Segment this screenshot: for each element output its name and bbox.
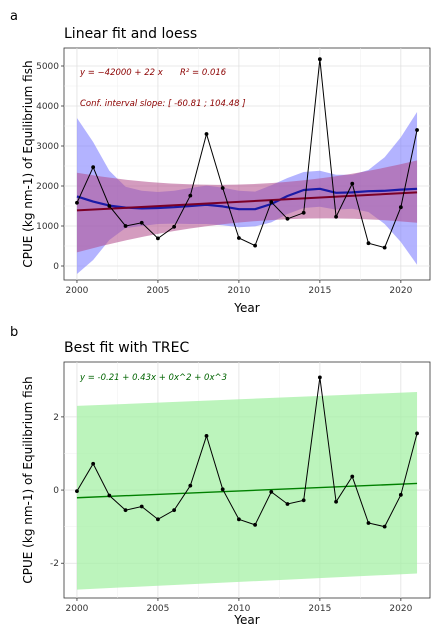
observed-point bbox=[382, 245, 387, 250]
y-tick-label: 3000 bbox=[36, 142, 59, 152]
y-tick-label: 2000 bbox=[36, 182, 59, 192]
observed-point bbox=[156, 517, 160, 522]
y-tick-label: 5000 bbox=[36, 62, 59, 72]
observed-point bbox=[382, 524, 387, 529]
observed-point bbox=[366, 241, 371, 246]
observed-point bbox=[253, 243, 257, 248]
y-tick-label: 2 bbox=[53, 413, 59, 423]
observed-point bbox=[172, 508, 177, 513]
linear-fit-line bbox=[76, 191, 418, 212]
y-tick-label: 0 bbox=[53, 486, 59, 496]
observed-point bbox=[269, 489, 274, 494]
y-tick-label: -2 bbox=[50, 559, 59, 569]
observed-point bbox=[188, 193, 193, 198]
x-tick-label: 2015 bbox=[308, 286, 331, 296]
observed-series-line bbox=[76, 59, 418, 249]
panel-b-fit-lines bbox=[76, 482, 418, 499]
observed-point bbox=[301, 210, 306, 215]
y-tick-label: 1000 bbox=[36, 222, 59, 232]
observed-point bbox=[204, 132, 209, 136]
observed-point bbox=[253, 522, 257, 527]
x-tick-label: 2020 bbox=[389, 286, 412, 296]
observed-point bbox=[188, 483, 193, 488]
observed-point bbox=[75, 200, 79, 205]
panel-a-letter: a bbox=[10, 9, 18, 24]
observed-point bbox=[204, 434, 209, 438]
panel-b-letter: b bbox=[10, 325, 18, 340]
panel-b: b Best fit with TREC 2000 2005 2010 2015 202… bbox=[10, 325, 431, 627]
observed-point bbox=[366, 521, 371, 525]
x-tick-label: 2005 bbox=[146, 286, 169, 296]
x-tick-label: 2015 bbox=[308, 604, 331, 614]
panel-b-title: Best fit with TREC bbox=[64, 340, 189, 356]
observed-point bbox=[350, 474, 355, 479]
panel-a-fit-lines bbox=[76, 187, 418, 212]
y-tick-label: 4000 bbox=[36, 102, 59, 112]
observed-point bbox=[415, 128, 419, 132]
panel-a-ylabel: CPUE (kg nm-1) of Equilibrium fish bbox=[21, 60, 35, 267]
x-tick-label: 2010 bbox=[227, 604, 250, 614]
panel-b-series bbox=[75, 375, 419, 529]
observed-point bbox=[123, 508, 128, 513]
panel-a-xlabel: Year bbox=[233, 301, 259, 315]
observed-point bbox=[317, 375, 322, 380]
panel-b-equation: y = -0.21 + 0.43x + 0x^2 + 0x^3 bbox=[79, 373, 227, 383]
x-tick-label: 2010 bbox=[227, 286, 250, 296]
observed-point bbox=[269, 200, 274, 204]
observed-point bbox=[123, 224, 128, 228]
observed-point bbox=[237, 236, 241, 240]
trec-fit-line bbox=[76, 482, 418, 499]
panel-a-title: Linear fit and loess bbox=[64, 26, 197, 42]
observed-point bbox=[334, 499, 338, 504]
observed-series-line bbox=[76, 377, 418, 528]
observed-point bbox=[156, 236, 160, 241]
panel-b-ylabel: CPUE (kg nm-1) of Equilibrium fish bbox=[21, 376, 35, 583]
observed-point bbox=[301, 498, 306, 503]
observed-point bbox=[107, 493, 112, 498]
panel-a-bands bbox=[76, 112, 418, 274]
observed-point bbox=[237, 517, 241, 522]
observed-point bbox=[317, 57, 322, 62]
observed-point bbox=[350, 181, 355, 186]
observed-point bbox=[285, 216, 290, 221]
x-tick-label: 2005 bbox=[146, 604, 169, 614]
panel-b-xlabel: Year bbox=[233, 613, 259, 627]
observed-point bbox=[107, 204, 112, 208]
panel-a-ticks: 2000 2005 2010 2015 2020 0 1000 2000 3000 4000 500… bbox=[36, 62, 412, 296]
x-tick-label: 2000 bbox=[66, 286, 89, 296]
panel-a-r2: R² = 0.016 bbox=[180, 68, 227, 78]
observed-point bbox=[91, 461, 96, 466]
observed-point bbox=[139, 220, 144, 225]
observed-point bbox=[75, 489, 79, 494]
y-tick-label: 0 bbox=[53, 262, 59, 272]
observed-point bbox=[415, 431, 419, 436]
observed-point bbox=[91, 165, 96, 170]
observed-point bbox=[285, 502, 290, 506]
observed-point bbox=[220, 487, 225, 492]
panel-a-series bbox=[75, 57, 419, 250]
x-tick-label: 2020 bbox=[389, 604, 412, 614]
observed-point bbox=[139, 504, 144, 509]
observed-point bbox=[398, 205, 403, 210]
observed-point bbox=[172, 224, 177, 229]
x-tick-label: 2000 bbox=[66, 604, 89, 614]
panel-b-ticks: 2000 2005 2010 2015 2020 -2 0 2 bbox=[50, 413, 413, 614]
observed-point bbox=[398, 492, 403, 497]
linear-confidence-band bbox=[76, 160, 418, 253]
observed-point bbox=[220, 186, 225, 190]
panel-a: a Linear fit and loess 2000 2005 2010 2015 2… bbox=[10, 9, 431, 315]
panel-a-ci-slope: Conf. interval slope: [ -60.81 ; 104.48 … bbox=[80, 99, 246, 109]
observed-point bbox=[334, 214, 338, 219]
panel-a-equation: y = −42000 + 22 x bbox=[79, 68, 164, 78]
